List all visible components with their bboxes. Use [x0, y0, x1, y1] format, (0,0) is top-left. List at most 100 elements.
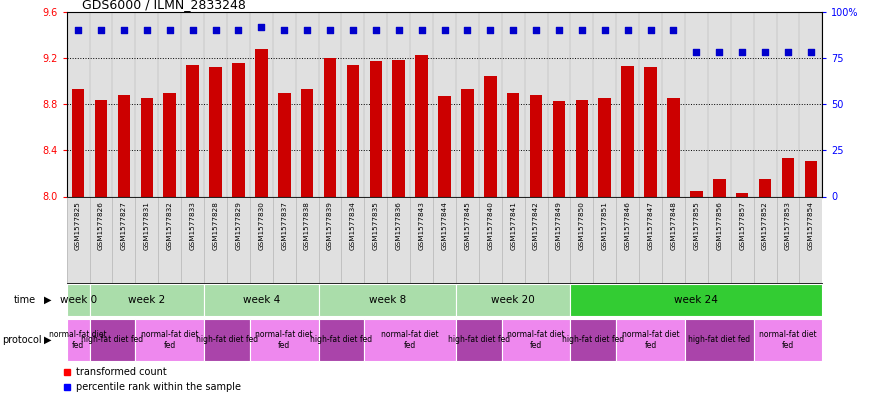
Text: GSM1577846: GSM1577846 [625, 201, 630, 250]
Text: time: time [13, 295, 36, 305]
Text: week 24: week 24 [675, 295, 718, 305]
Bar [324, 58, 336, 196]
Bar [461, 89, 474, 196]
Text: GSM1577838: GSM1577838 [304, 201, 310, 250]
Text: GSM1577826: GSM1577826 [98, 201, 104, 250]
Text: high-fat diet fed: high-fat diet fed [82, 336, 143, 344]
Point [369, 27, 383, 33]
Bar [690, 191, 702, 196]
Text: GSM1577851: GSM1577851 [602, 201, 608, 250]
Text: transformed count: transformed count [76, 367, 166, 377]
Point [461, 27, 475, 33]
Bar [621, 66, 634, 196]
Bar [300, 89, 314, 196]
Bar [209, 67, 222, 196]
Text: GSM1577835: GSM1577835 [372, 201, 379, 250]
Text: ▶: ▶ [44, 295, 52, 305]
Text: GSM1577834: GSM1577834 [350, 201, 356, 250]
Point [735, 49, 749, 55]
Text: normal-fat diet
fed: normal-fat diet fed [381, 330, 439, 350]
Text: GSM1577825: GSM1577825 [76, 201, 81, 250]
Bar [278, 93, 291, 196]
Bar [364, 319, 456, 361]
Bar [713, 179, 725, 196]
Point [506, 27, 520, 33]
Bar [90, 284, 204, 316]
Point [300, 27, 314, 33]
Bar [135, 319, 204, 361]
Bar [598, 98, 611, 196]
Bar [117, 95, 130, 196]
Text: GSM1577832: GSM1577832 [167, 201, 172, 250]
Text: week 4: week 4 [243, 295, 280, 305]
Point [437, 27, 452, 33]
Point [208, 27, 222, 33]
Text: high-fat diet fed: high-fat diet fed [448, 336, 510, 344]
Text: GDS6000 / ILMN_2833248: GDS6000 / ILMN_2833248 [82, 0, 245, 11]
Bar [187, 65, 199, 196]
Text: GSM1577830: GSM1577830 [259, 201, 264, 250]
Text: week 0: week 0 [60, 295, 97, 305]
Bar [667, 98, 680, 196]
Bar [736, 193, 749, 196]
Bar [67, 284, 90, 316]
Text: GSM1577855: GSM1577855 [693, 201, 700, 250]
Bar [370, 61, 382, 196]
Text: percentile rank within the sample: percentile rank within the sample [76, 382, 241, 392]
Point [484, 27, 498, 33]
Bar [204, 319, 250, 361]
Point [346, 27, 360, 33]
Point [644, 27, 658, 33]
Text: high-fat diet fed: high-fat diet fed [196, 336, 258, 344]
Text: week 20: week 20 [492, 295, 535, 305]
Bar [204, 284, 318, 316]
Text: high-fat diet fed: high-fat diet fed [310, 336, 372, 344]
Point [689, 49, 703, 55]
Text: GSM1577853: GSM1577853 [785, 201, 791, 250]
Text: high-fat diet fed: high-fat diet fed [688, 336, 750, 344]
Bar [456, 284, 571, 316]
Bar [255, 49, 268, 196]
Bar [805, 161, 817, 196]
Text: GSM1577844: GSM1577844 [442, 201, 447, 250]
Point [758, 49, 773, 55]
Bar [140, 98, 153, 196]
Text: normal-fat diet
fed: normal-fat diet fed [140, 330, 198, 350]
Text: week 2: week 2 [128, 295, 165, 305]
Text: normal-fat diet
fed: normal-fat diet fed [759, 330, 817, 350]
Text: GSM1577843: GSM1577843 [419, 201, 425, 250]
Point [712, 49, 726, 55]
Text: week 8: week 8 [369, 295, 406, 305]
Point [552, 27, 566, 33]
Text: GSM1577852: GSM1577852 [762, 201, 768, 250]
Point [414, 27, 428, 33]
Point [277, 27, 292, 33]
Bar [530, 95, 542, 196]
Text: normal-fat diet
fed: normal-fat diet fed [49, 330, 107, 350]
Text: normal-fat diet
fed: normal-fat diet fed [508, 330, 565, 350]
Bar [754, 319, 822, 361]
Bar [484, 77, 497, 196]
Point [323, 27, 337, 33]
Text: GSM1577828: GSM1577828 [212, 201, 219, 250]
Text: GSM1577850: GSM1577850 [579, 201, 585, 250]
Text: normal-fat diet
fed: normal-fat diet fed [255, 330, 313, 350]
Point [804, 49, 818, 55]
Text: GSM1577849: GSM1577849 [556, 201, 562, 250]
Bar [438, 96, 451, 196]
Text: high-fat diet fed: high-fat diet fed [562, 336, 624, 344]
Bar [95, 99, 108, 196]
Text: GSM1577856: GSM1577856 [717, 201, 722, 250]
Text: GSM1577831: GSM1577831 [144, 201, 150, 250]
Text: GSM1577833: GSM1577833 [189, 201, 196, 250]
Bar [501, 319, 571, 361]
Bar [553, 101, 565, 196]
Point [94, 27, 108, 33]
Bar [67, 319, 90, 361]
Text: GSM1577848: GSM1577848 [670, 201, 677, 250]
Bar [507, 93, 519, 196]
Bar [781, 158, 794, 196]
Bar [90, 319, 135, 361]
Bar [575, 99, 589, 196]
Bar [347, 65, 359, 196]
